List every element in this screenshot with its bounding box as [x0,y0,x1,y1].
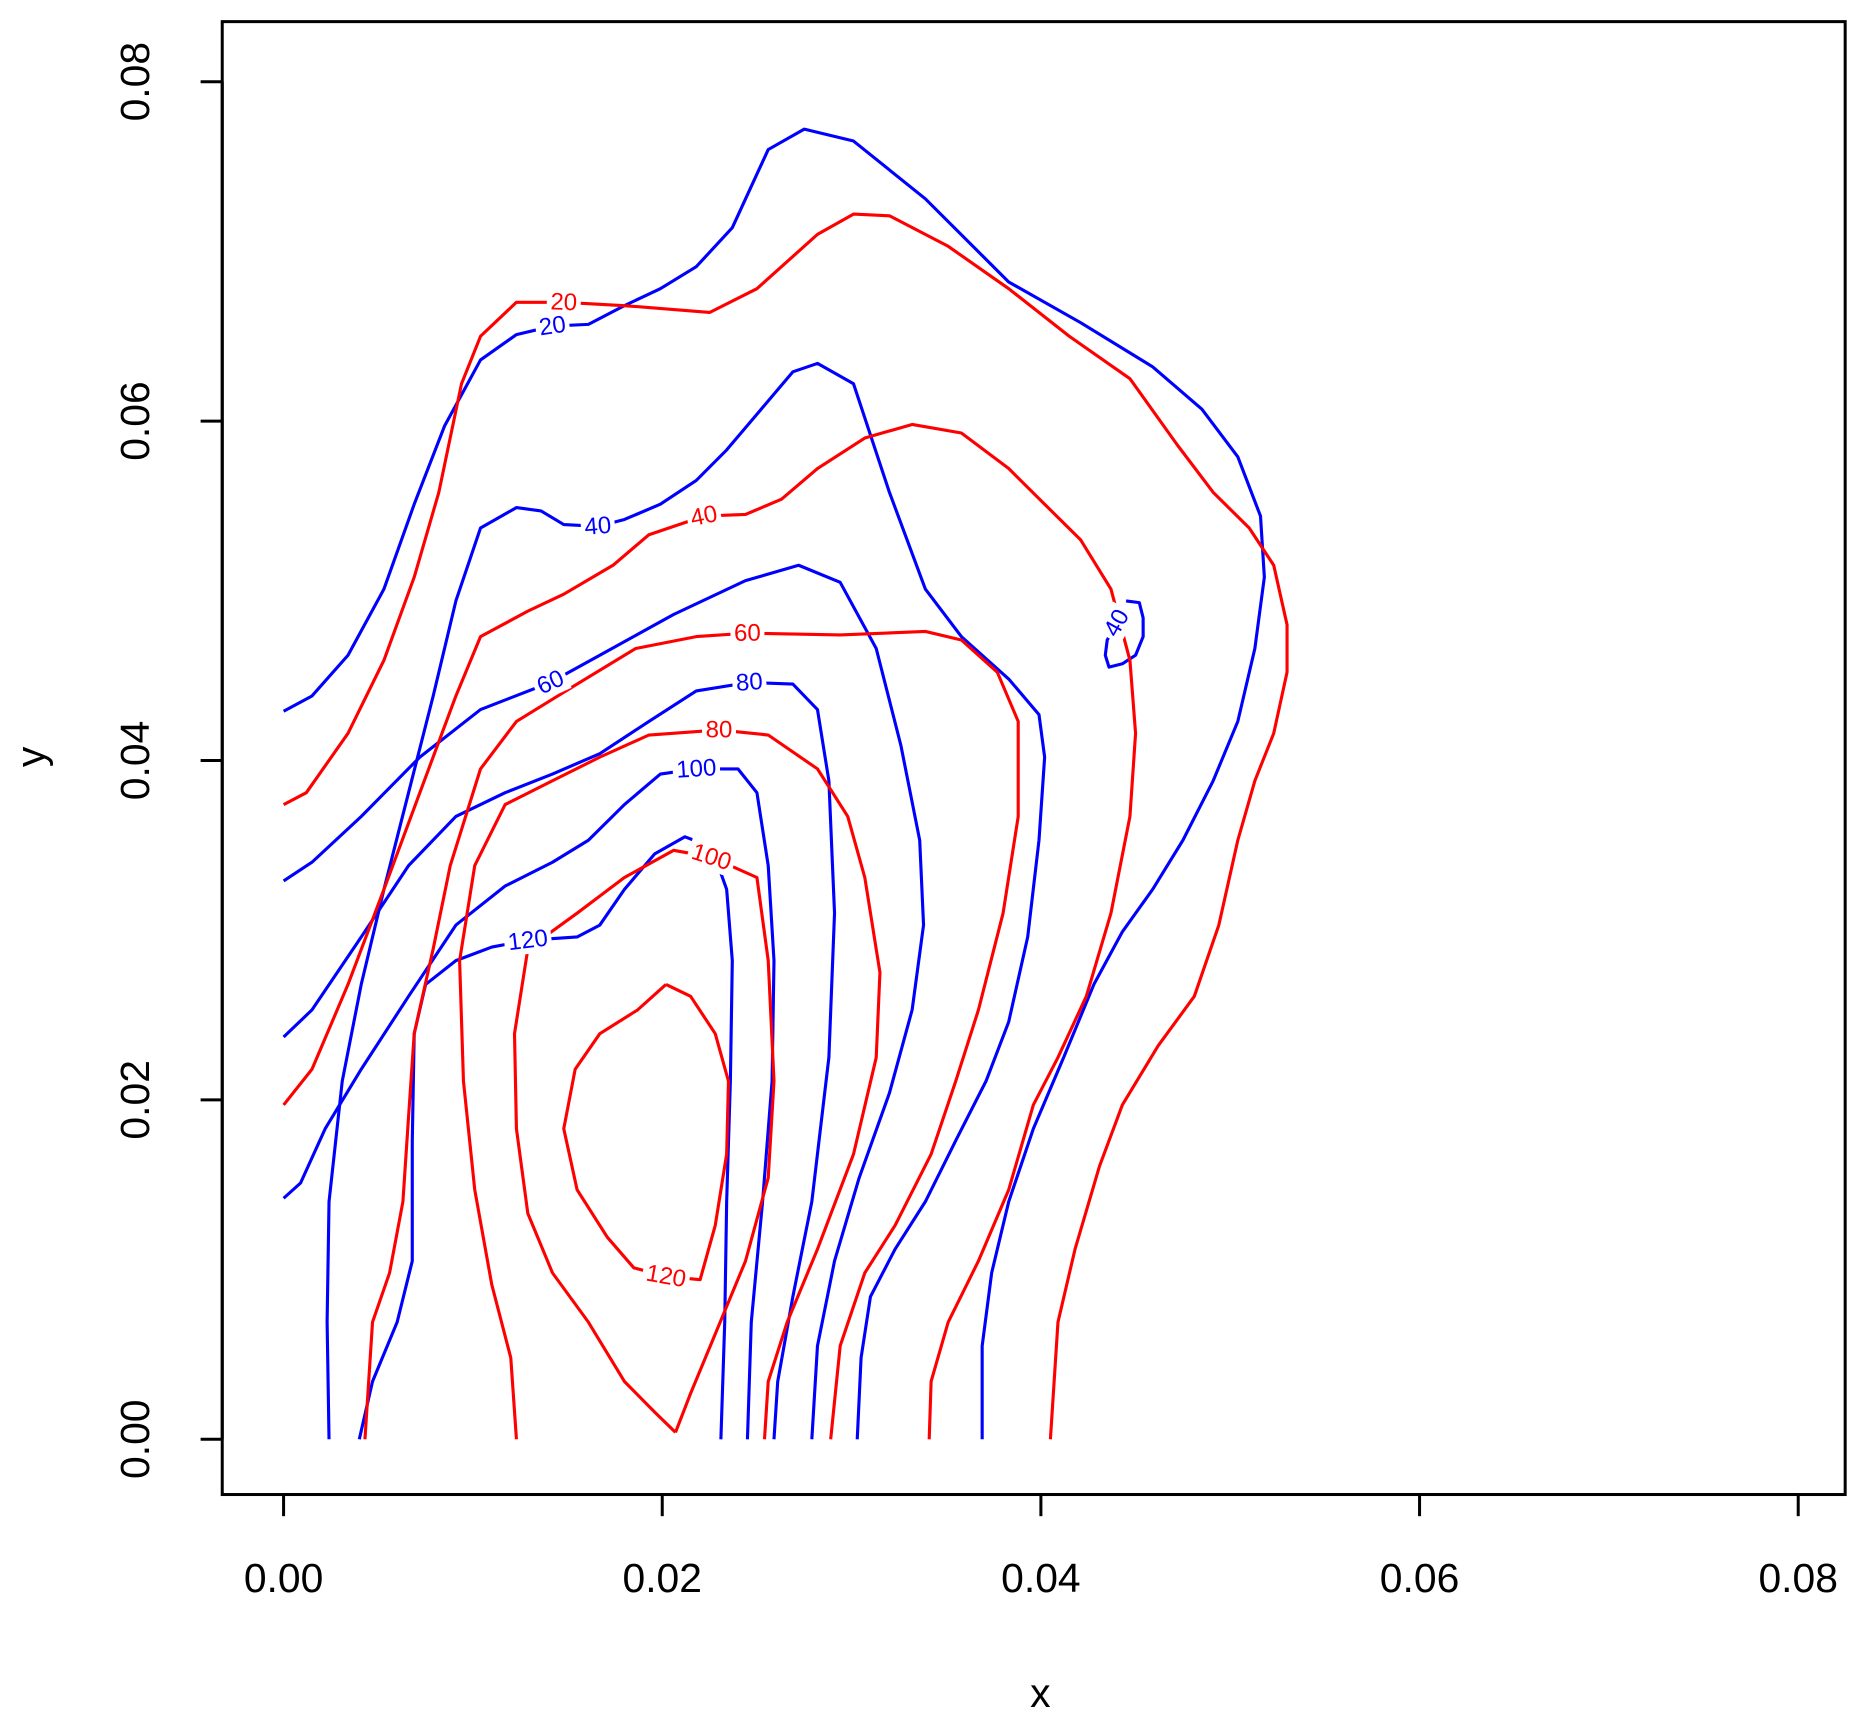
contour-label-group: 80 [731,667,768,698]
contour-label-group: 80 [702,716,737,744]
contour-line [282,212,1289,1440]
contour-label-group: 20 [533,310,572,342]
contour-label: 120 [644,1260,688,1294]
contour-label-background [731,667,768,698]
contour-label-background [1096,601,1137,645]
contour-label-group: 40 [684,499,724,533]
contour-line [458,728,882,1440]
contour-line [282,680,837,1440]
contour-label-background [671,753,721,785]
contour-label: 40 [1098,605,1135,641]
x-tick-label: 0.08 [1758,1555,1837,1601]
y-tick-label: 0.06 [112,381,158,460]
y-tick-label: 0.02 [112,1060,158,1139]
contour-label-background [640,1258,692,1294]
contour-label-group: 40 [1096,601,1137,645]
contour-label: 120 [506,925,549,957]
contour-label: 20 [550,288,578,316]
contour-label: 40 [583,512,612,541]
contour-label-background [546,288,582,317]
y-tick-label: 0.00 [112,1399,158,1478]
contour-label-group: 120 [502,924,553,957]
plot-frame [220,20,1847,1497]
contour-label-group: 20 [546,288,582,317]
contour-label-background [702,716,737,744]
contour-label: 100 [675,754,717,784]
contour-label-background [502,924,553,957]
x-tick-label: 0.02 [623,1555,702,1601]
contour-label: 40 [688,500,720,532]
contour-label-group: 60 [730,619,765,647]
contour-label-group: 40 [579,511,616,542]
x-axis-title: x [1030,1670,1050,1716]
contour-label: 20 [537,311,567,341]
x-tick-label: 0.06 [1380,1555,1459,1601]
contour-label-background [533,310,572,342]
contour-label: 80 [706,716,733,743]
contour-label-background [730,619,765,647]
contour-line [282,563,926,1440]
contour-line [325,361,1047,1440]
x-tick-label: 0.00 [244,1555,323,1601]
contour-label: 100 [688,838,734,876]
y-tick-label: 0.08 [112,42,158,121]
x-tick-label: 0.04 [1001,1555,1080,1601]
contour-label-background [684,837,739,878]
contour-label: 60 [734,620,761,647]
contour-line [282,127,1266,1440]
contour-label-background [684,499,724,533]
contour-line [282,422,1138,1440]
contour-label-group: 100 [684,837,739,878]
contour-label-group: 120 [640,1258,692,1294]
contour-line [282,767,776,1440]
y-tick-label: 0.04 [112,721,158,800]
contour-label-group: 60 [529,663,572,702]
contour-line [562,983,731,1282]
contour-line [512,848,776,1434]
contour-label-background [579,511,616,542]
contour-line [357,835,734,1440]
y-axis-title: y [7,746,53,767]
contour-line [363,629,1020,1440]
contour-label: 80 [735,668,764,697]
contour-label-background [529,663,572,702]
contour-label-group: 100 [671,753,721,785]
